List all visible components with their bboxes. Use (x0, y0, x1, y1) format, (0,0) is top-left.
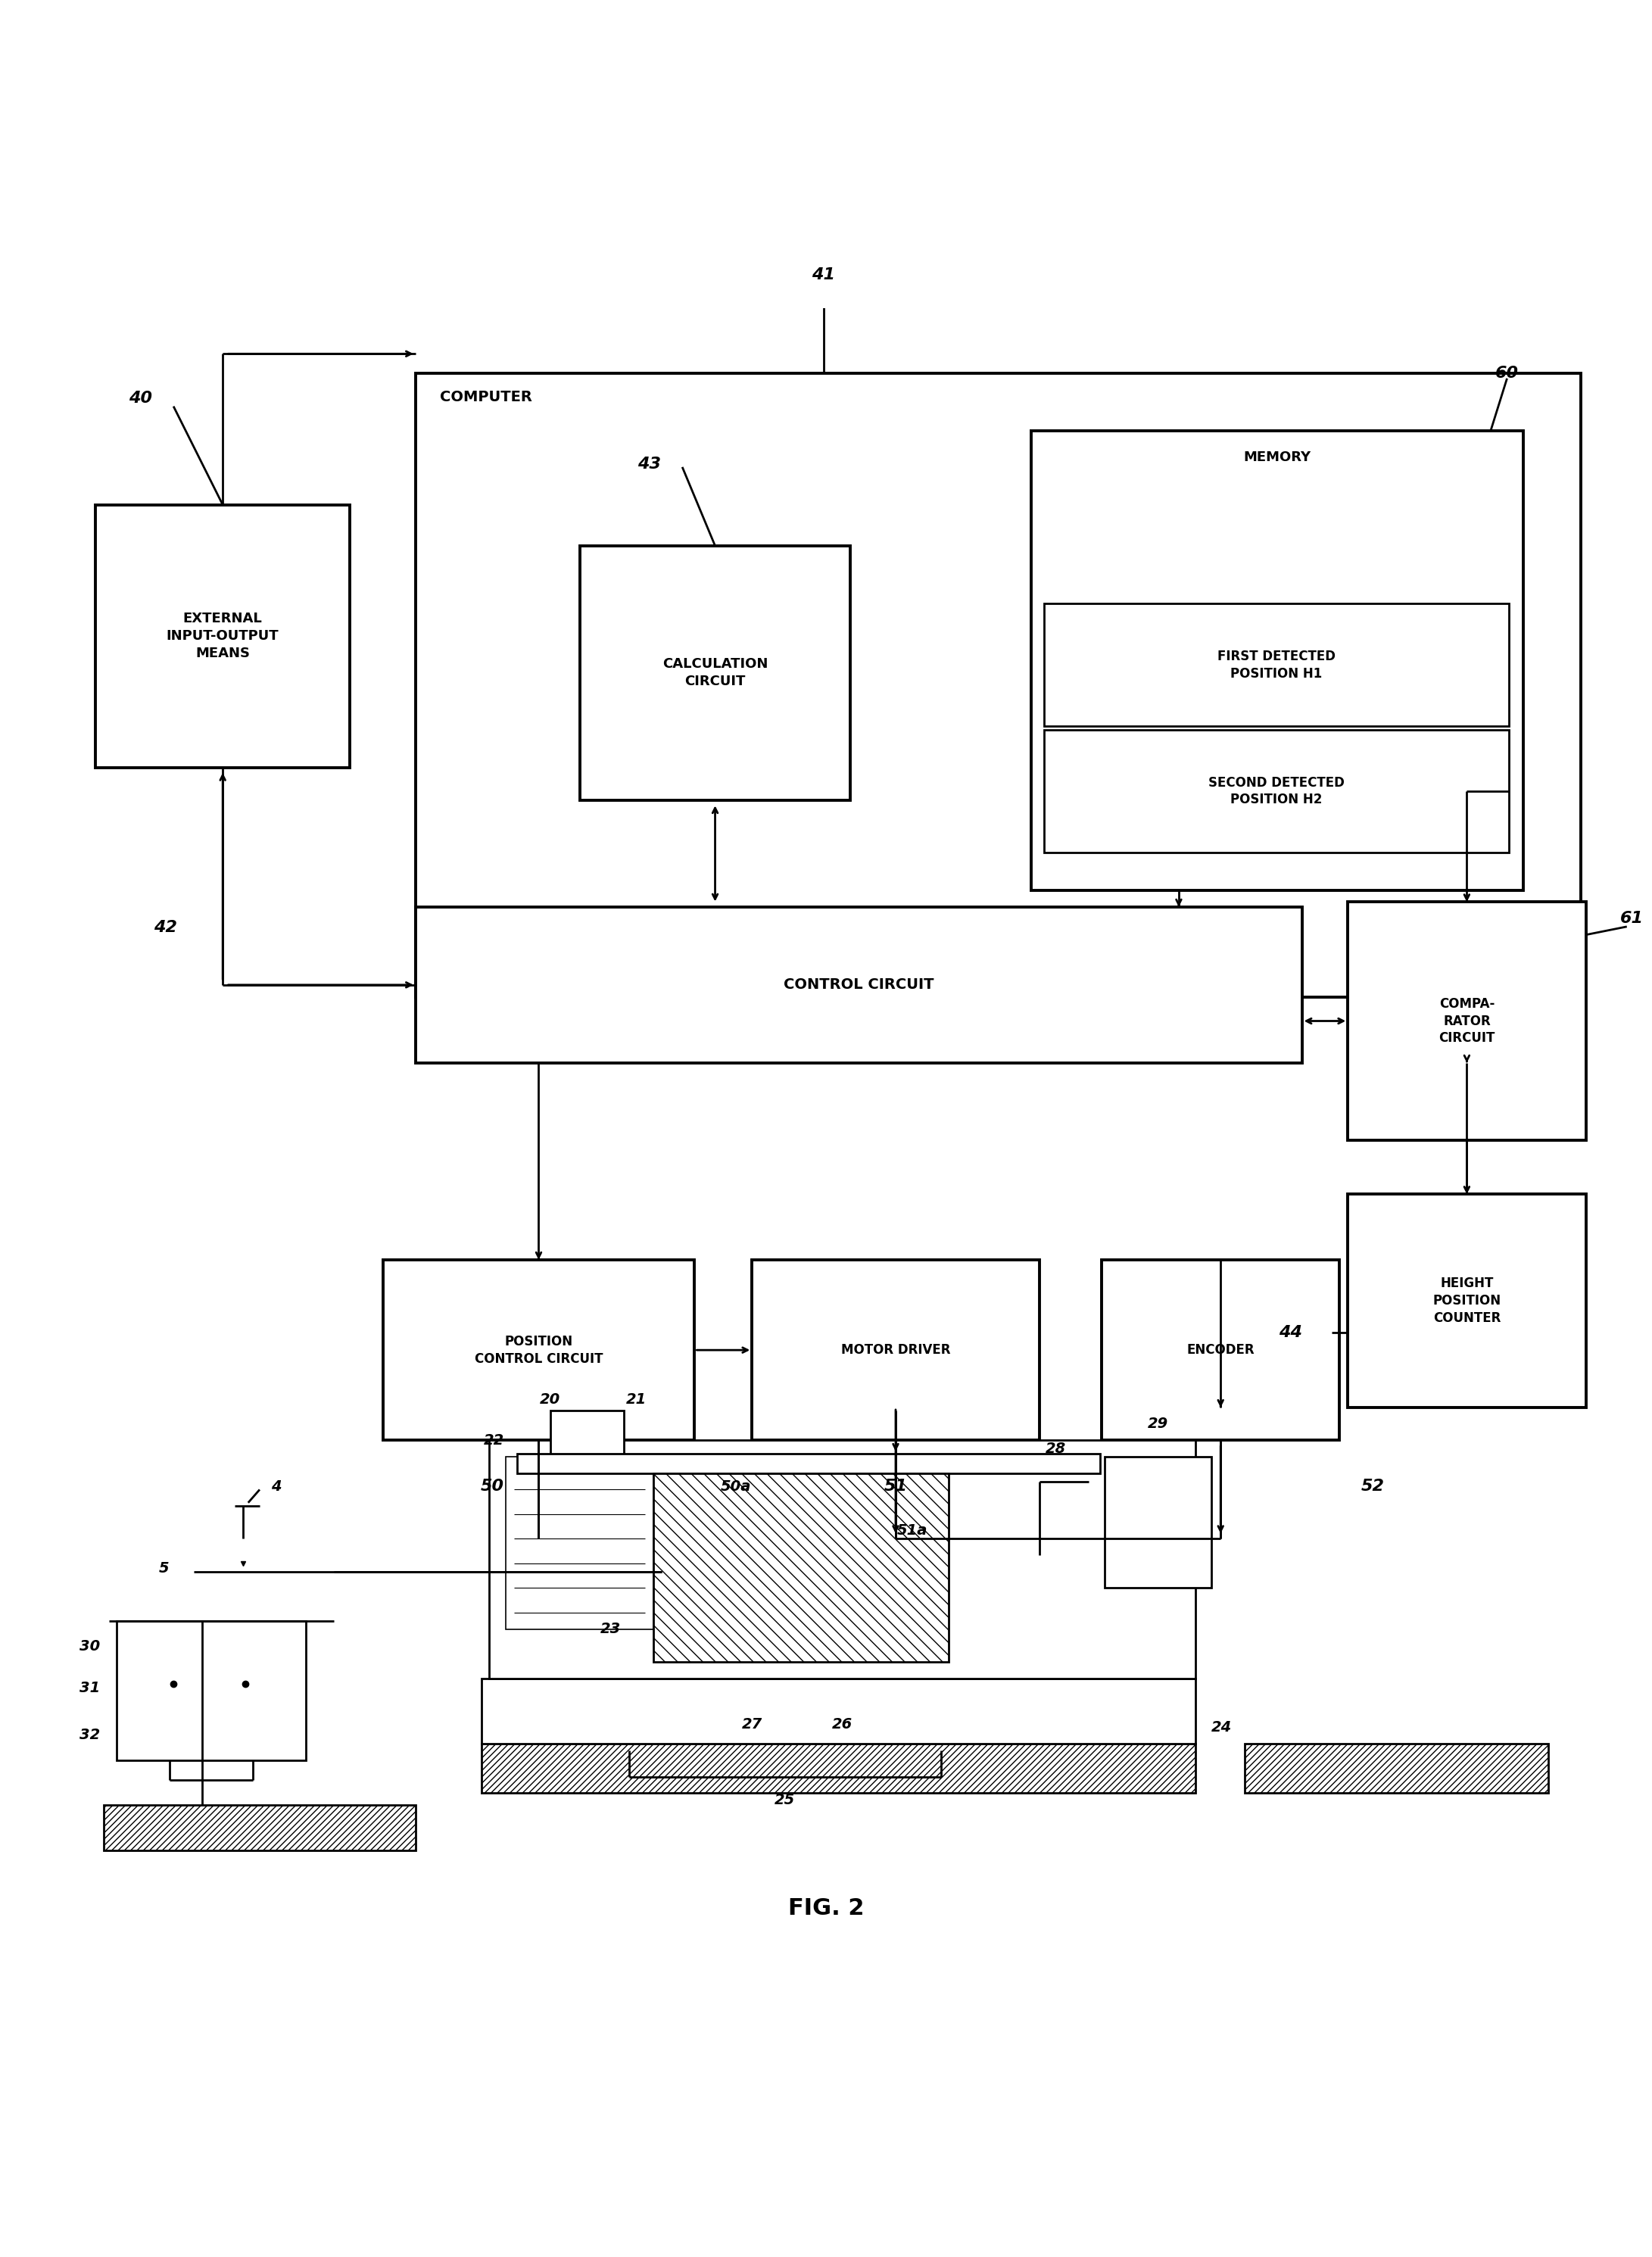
Text: COMPA-
RATOR
CIRCUIT: COMPA- RATOR CIRCUIT (1439, 998, 1495, 1045)
Bar (517, 1454, 1100, 1474)
Text: CALCULATION
CIRCUIT: CALCULATION CIRCUIT (662, 657, 768, 688)
Bar (104, 1806, 416, 1851)
Bar (489, 1440, 1194, 1679)
Text: 27: 27 (742, 1718, 762, 1731)
Text: 23: 23 (600, 1623, 621, 1636)
Text: 5: 5 (159, 1562, 170, 1575)
Text: SECOND DETECTED
POSITION H2: SECOND DETECTED POSITION H2 (1208, 776, 1345, 806)
Text: POSITION
CONTROL CIRCUIT: POSITION CONTROL CIRCUIT (474, 1334, 603, 1365)
Bar (96, 506, 350, 767)
Text: 50: 50 (481, 1478, 504, 1494)
Bar (1031, 431, 1523, 892)
Text: 32: 32 (79, 1729, 101, 1742)
Bar (117, 1621, 306, 1760)
Bar (383, 1259, 694, 1440)
Text: 20: 20 (540, 1393, 560, 1406)
Text: ENCODER: ENCODER (1186, 1343, 1254, 1356)
Text: 42: 42 (154, 921, 177, 934)
Text: 60: 60 (1495, 366, 1518, 381)
Bar (1105, 1456, 1211, 1589)
Bar (506, 1456, 654, 1630)
Text: MOTOR DRIVER: MOTOR DRIVER (841, 1343, 950, 1356)
Bar (1244, 1745, 1548, 1794)
Text: 50a: 50a (720, 1478, 752, 1494)
Bar (481, 1679, 1194, 1745)
Text: 41: 41 (811, 266, 836, 282)
Text: 52: 52 (1361, 1478, 1384, 1494)
Text: COMPUTER: COMPUTER (439, 390, 532, 404)
Text: 24: 24 (1211, 1720, 1232, 1736)
Text: 44: 44 (1279, 1325, 1302, 1341)
Bar (416, 907, 1302, 1063)
Bar (1102, 1259, 1340, 1440)
Text: 26: 26 (833, 1718, 852, 1731)
Bar (1044, 603, 1508, 727)
Text: 4: 4 (271, 1478, 281, 1494)
Text: 31: 31 (79, 1681, 101, 1695)
Text: MEMORY: MEMORY (1244, 451, 1312, 465)
Text: 51a: 51a (897, 1523, 927, 1537)
Bar (481, 1745, 1194, 1794)
Bar (580, 546, 851, 801)
Text: 21: 21 (626, 1393, 646, 1406)
Text: FIRST DETECTED
POSITION H1: FIRST DETECTED POSITION H1 (1218, 650, 1335, 679)
Text: EXTERNAL
INPUT-OUTPUT
MEANS: EXTERNAL INPUT-OUTPUT MEANS (167, 612, 279, 661)
Text: 51: 51 (884, 1478, 907, 1494)
Text: 30: 30 (79, 1639, 101, 1652)
Bar (1348, 1194, 1586, 1408)
Bar (654, 1474, 948, 1661)
Bar (416, 372, 1581, 998)
Bar (550, 1411, 624, 1456)
Text: HEIGHT
POSITION
COUNTER: HEIGHT POSITION COUNTER (1432, 1277, 1502, 1325)
Text: FIG. 2: FIG. 2 (788, 1898, 864, 1918)
Text: 40: 40 (129, 390, 152, 406)
Bar (1348, 903, 1586, 1140)
Text: 29: 29 (1148, 1417, 1168, 1431)
Bar (1044, 729, 1508, 853)
Text: CONTROL CIRCUIT: CONTROL CIRCUIT (783, 977, 933, 993)
Text: 22: 22 (484, 1433, 504, 1447)
Text: 25: 25 (775, 1794, 795, 1808)
Text: 28: 28 (1046, 1442, 1066, 1456)
Text: 43: 43 (638, 456, 661, 472)
Text: 61: 61 (1621, 912, 1644, 925)
Bar (752, 1259, 1039, 1440)
